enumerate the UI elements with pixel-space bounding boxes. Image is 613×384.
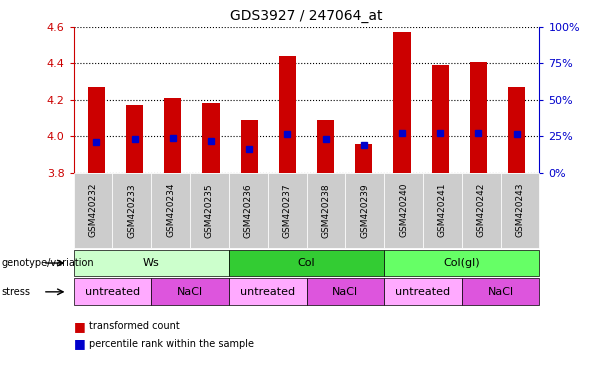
Text: Col: Col: [298, 258, 315, 268]
Bar: [241, 120, 258, 173]
Text: untreated: untreated: [395, 287, 451, 297]
Text: GSM420238: GSM420238: [321, 183, 330, 238]
Text: GSM420235: GSM420235: [205, 183, 214, 238]
Bar: [202, 104, 219, 173]
Text: percentile rank within the sample: percentile rank within the sample: [89, 339, 254, 349]
Text: GSM420240: GSM420240: [399, 183, 408, 237]
Text: Ws: Ws: [143, 258, 159, 268]
Text: stress: stress: [1, 287, 30, 297]
Text: ■: ■: [74, 337, 85, 350]
Text: GSM420232: GSM420232: [88, 183, 97, 237]
Bar: [88, 87, 105, 173]
Text: untreated: untreated: [85, 287, 140, 297]
Bar: [432, 65, 449, 173]
Title: GDS3927 / 247064_at: GDS3927 / 247064_at: [230, 9, 383, 23]
Text: NaCl: NaCl: [177, 287, 203, 297]
Text: GSM420236: GSM420236: [244, 183, 253, 238]
Bar: [508, 87, 525, 173]
Bar: [317, 120, 334, 173]
Bar: [279, 56, 296, 173]
Bar: [394, 32, 411, 173]
Bar: [355, 144, 372, 173]
Text: GSM420239: GSM420239: [360, 183, 369, 238]
Text: NaCl: NaCl: [332, 287, 359, 297]
Text: transformed count: transformed count: [89, 321, 180, 331]
Text: genotype/variation: genotype/variation: [1, 258, 94, 268]
Bar: [164, 98, 181, 173]
Text: GSM420241: GSM420241: [438, 183, 447, 237]
Text: NaCl: NaCl: [487, 287, 514, 297]
Text: Col(gl): Col(gl): [443, 258, 480, 268]
Text: ■: ■: [74, 320, 85, 333]
Text: GSM420242: GSM420242: [477, 183, 485, 237]
Bar: [470, 61, 487, 173]
Text: GSM420234: GSM420234: [166, 183, 175, 237]
Text: untreated: untreated: [240, 287, 295, 297]
Text: GSM420243: GSM420243: [516, 183, 525, 237]
Bar: [126, 105, 143, 173]
Text: GSM420237: GSM420237: [283, 183, 292, 238]
Text: GSM420233: GSM420233: [128, 183, 136, 238]
